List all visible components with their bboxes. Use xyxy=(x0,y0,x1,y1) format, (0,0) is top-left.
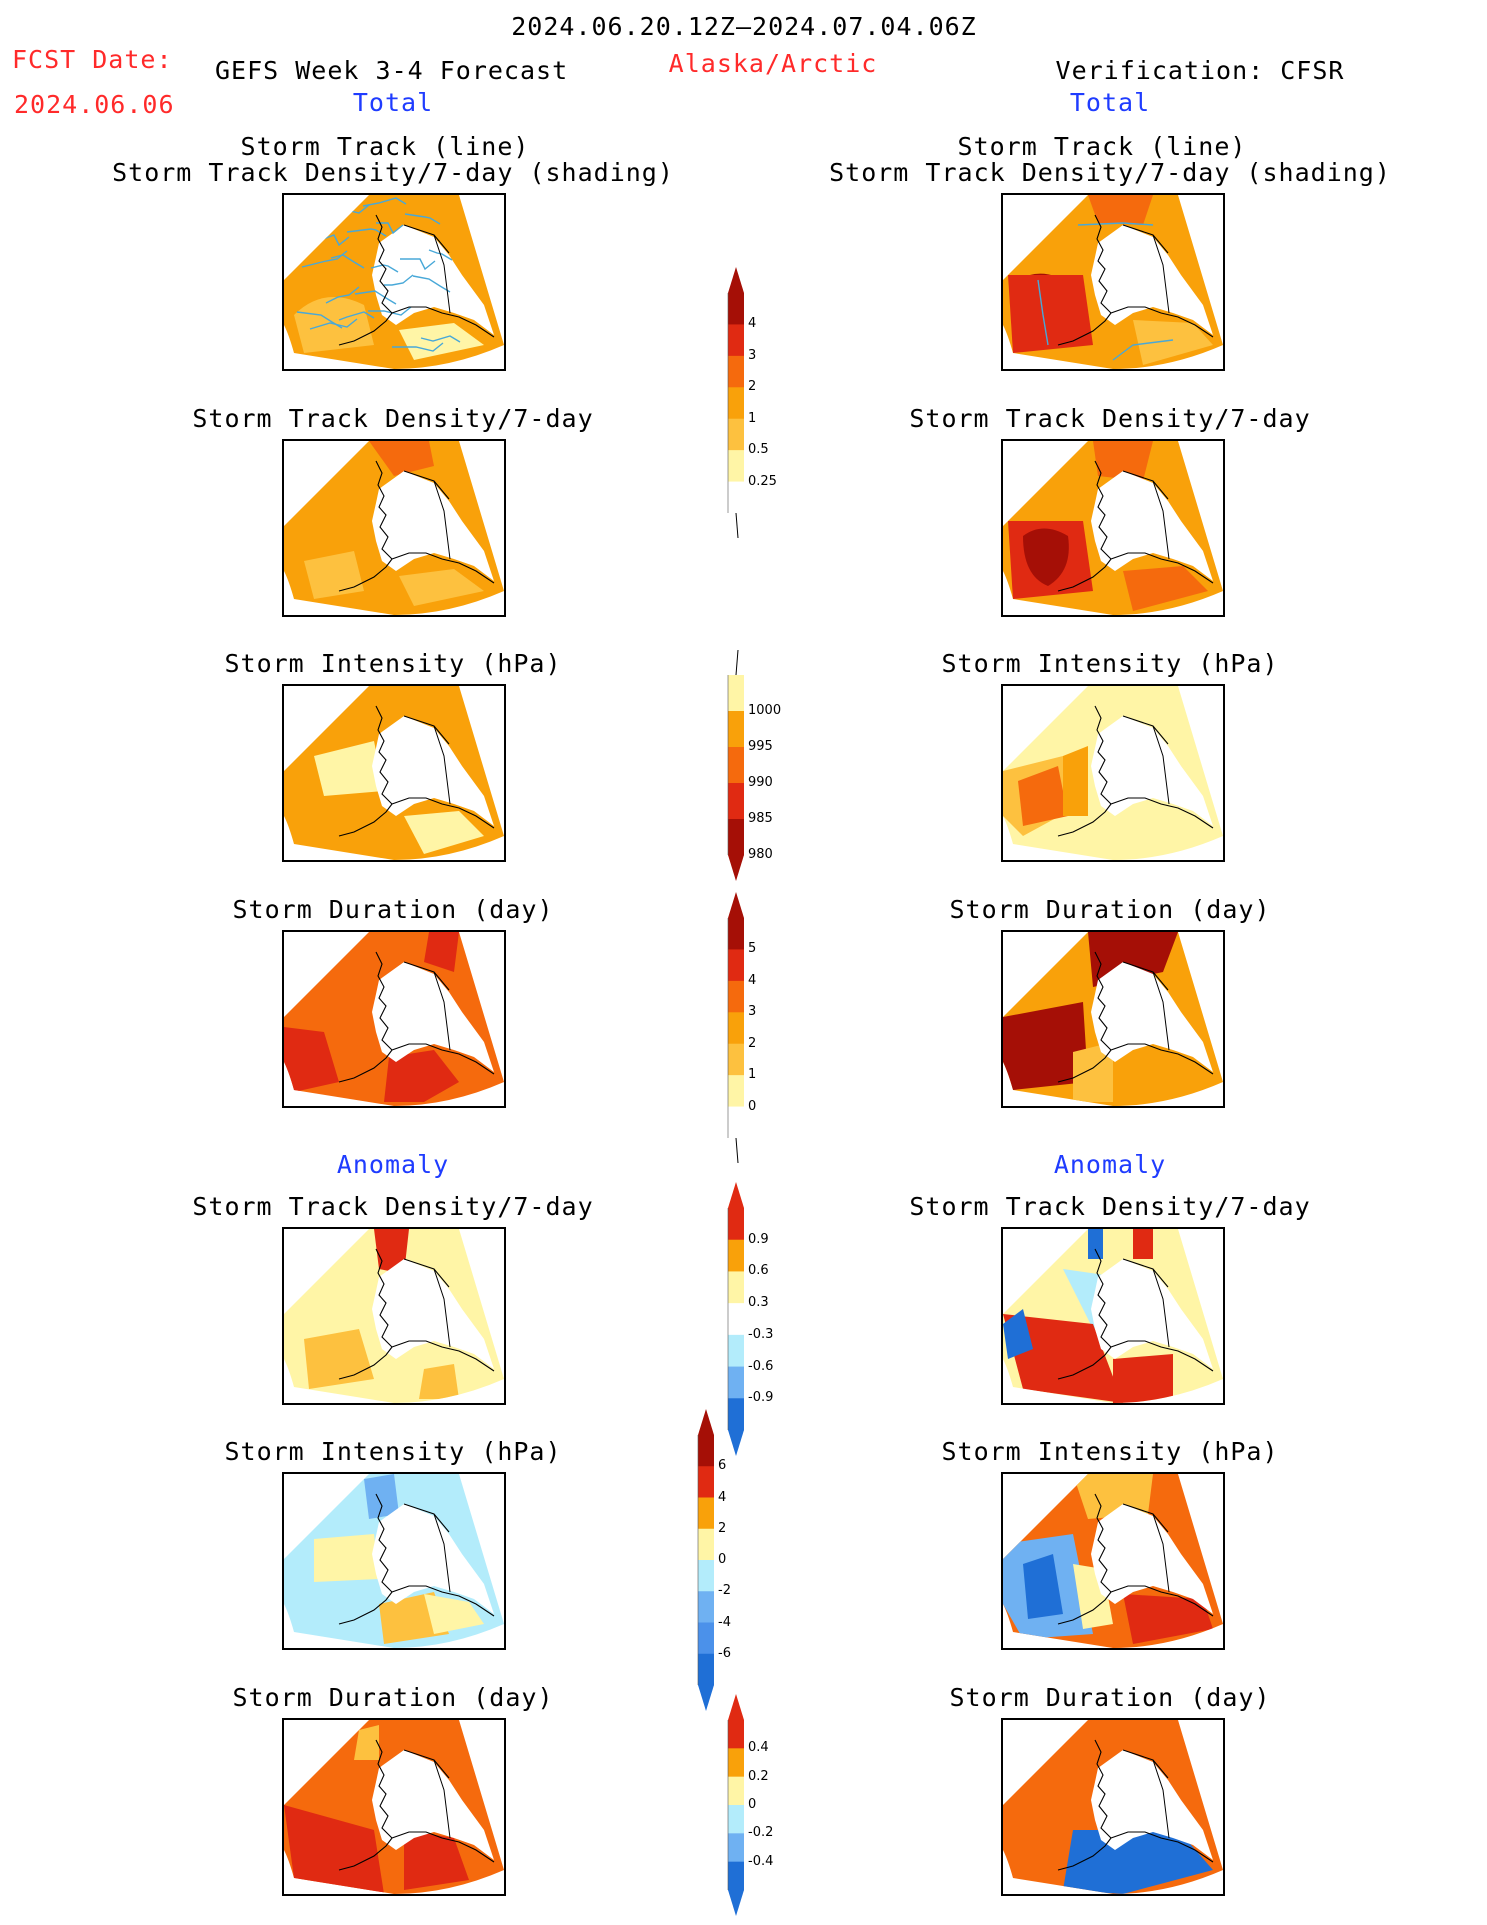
right-track-shading-title: Storm Track Density/7-day (shading) xyxy=(829,158,1391,187)
colorbar-tick-label: -0.9 xyxy=(748,1390,774,1406)
map-right-anom-density xyxy=(1001,1227,1225,1405)
date-range-title: 2024.06.20.12Z–2024.07.04.06Z xyxy=(511,12,977,41)
left-anom-duration-title: Storm Duration (day) xyxy=(232,1683,554,1712)
right-column-title: Verification: CFSR xyxy=(1055,56,1345,85)
colorbar-tick-label: 995 xyxy=(748,739,773,754)
right-anomaly-heading: Anomaly xyxy=(1053,1150,1167,1179)
colorbar-tick-label: 1 xyxy=(748,410,757,426)
colorbar-tick-label: 0.9 xyxy=(748,1231,769,1247)
colorbar-tick-label: 2 xyxy=(748,1035,757,1051)
right-anom-duration-title: Storm Duration (day) xyxy=(949,1683,1271,1712)
map-right-duration xyxy=(1001,930,1225,1108)
colorbar-tick-label: 3 xyxy=(748,347,757,363)
colorbar-tick-label: 0.2 xyxy=(748,1768,769,1784)
colorbar-tick-label: 0 xyxy=(748,1797,757,1812)
left-density-title: Storm Track Density/7-day xyxy=(192,404,594,433)
right-intensity-title: Storm Intensity (hPa) xyxy=(941,649,1279,678)
colorbar-tick-label: 0.3 xyxy=(748,1295,769,1311)
colorbar-tick-label: 0.4 xyxy=(748,1740,769,1756)
right-duration-title: Storm Duration (day) xyxy=(949,895,1271,924)
map-left-intensity xyxy=(282,684,506,862)
map-right-track-density xyxy=(1001,439,1225,617)
map-left-anom-density xyxy=(282,1227,506,1405)
left-column-title: GEFS Week 3-4 Forecast xyxy=(215,56,569,85)
left-anom-density-title: Storm Track Density/7-day xyxy=(192,1192,594,1221)
colorbar-tick-label: 1000 xyxy=(748,703,782,718)
left-intensity-title: Storm Intensity (hPa) xyxy=(224,649,562,678)
map-right-track-line xyxy=(1001,193,1225,371)
colorbar-tick-label: -0.4 xyxy=(748,1853,774,1869)
colorbar-tick-label: 6 xyxy=(718,1458,727,1474)
right-density-title: Storm Track Density/7-day xyxy=(909,404,1311,433)
map-right-anom-intensity xyxy=(1001,1472,1225,1650)
colorbar-intensity: 1000 995 990 985 980 xyxy=(720,645,810,885)
map-left-duration xyxy=(282,930,506,1108)
colorbar-tick-label: 985 xyxy=(748,811,773,826)
colorbar-tick-label: -0.6 xyxy=(748,1358,774,1374)
colorbar-density: 4 3 2 1 0.5 0.25 xyxy=(720,263,810,543)
region-title: Alaska/Arctic xyxy=(668,49,878,78)
left-anomaly-heading: Anomaly xyxy=(336,1150,450,1179)
colorbar-tick-label: 5 xyxy=(748,941,757,957)
left-duration-title: Storm Duration (day) xyxy=(232,895,554,924)
colorbar-tick-label: 0 xyxy=(748,1098,757,1114)
fcst-date-value: 2024.06.06 xyxy=(14,90,175,119)
colorbar-tick-label: 0.6 xyxy=(748,1263,769,1279)
colorbar-tick-label: 2 xyxy=(748,379,757,395)
map-left-anom-intensity xyxy=(282,1472,506,1650)
colorbar-tick-label: -4 xyxy=(718,1614,731,1630)
colorbar-tick-label: -0.2 xyxy=(748,1825,774,1841)
colorbar-tick-label: 2 xyxy=(718,1520,727,1536)
colorbar-tick-label: -0.3 xyxy=(748,1326,774,1342)
colorbar-tick-label: 4 xyxy=(718,1489,727,1505)
colorbar-tick-label: 4 xyxy=(748,316,757,332)
colorbar-intensity-anomaly: 6 4 2 0 -2 -4 -6 xyxy=(690,1405,780,1715)
left-total-label: Total xyxy=(352,88,434,117)
colorbar-duration-anomaly: 0.4 0.2 0 -0.2 -0.4 xyxy=(720,1690,810,1920)
map-left-track-density xyxy=(282,439,506,617)
fcst-date-label: FCST Date: xyxy=(12,45,173,74)
colorbar-tick-label: 980 xyxy=(748,847,773,862)
right-track-line-title: Storm Track (line) xyxy=(957,132,1247,161)
map-left-anom-duration xyxy=(282,1718,506,1896)
colorbar-density-anomaly: 0.9 0.6 0.3 -0.3 -0.6 -0.9 xyxy=(720,1178,810,1460)
colorbar-tick-label: 0 xyxy=(718,1552,727,1567)
colorbar-tick-label: -2 xyxy=(718,1583,731,1599)
colorbar-tick-label: 3 xyxy=(748,1004,757,1020)
colorbar-tick-label: 0.25 xyxy=(748,473,777,489)
right-anom-intensity-title: Storm Intensity (hPa) xyxy=(941,1437,1279,1466)
colorbar-tick-label: 1 xyxy=(748,1067,757,1083)
left-track-shading-title: Storm Track Density/7-day (shading) xyxy=(112,158,674,187)
right-total-label: Total xyxy=(1069,88,1151,117)
colorbar-tick-label: -6 xyxy=(718,1645,731,1661)
colorbar-tick-label: 0.5 xyxy=(748,442,769,458)
right-anom-density-title: Storm Track Density/7-day xyxy=(909,1192,1311,1221)
colorbar-tick-label: 4 xyxy=(748,972,757,988)
left-anom-intensity-title: Storm Intensity (hPa) xyxy=(224,1437,562,1466)
map-right-anom-duration xyxy=(1001,1718,1225,1896)
map-left-track-line xyxy=(282,193,506,371)
colorbar-tick-label: 990 xyxy=(748,775,773,790)
colorbar-duration: 5 4 3 2 1 0 xyxy=(720,888,810,1168)
map-right-intensity xyxy=(1001,684,1225,862)
left-track-line-title: Storm Track (line) xyxy=(240,132,530,161)
